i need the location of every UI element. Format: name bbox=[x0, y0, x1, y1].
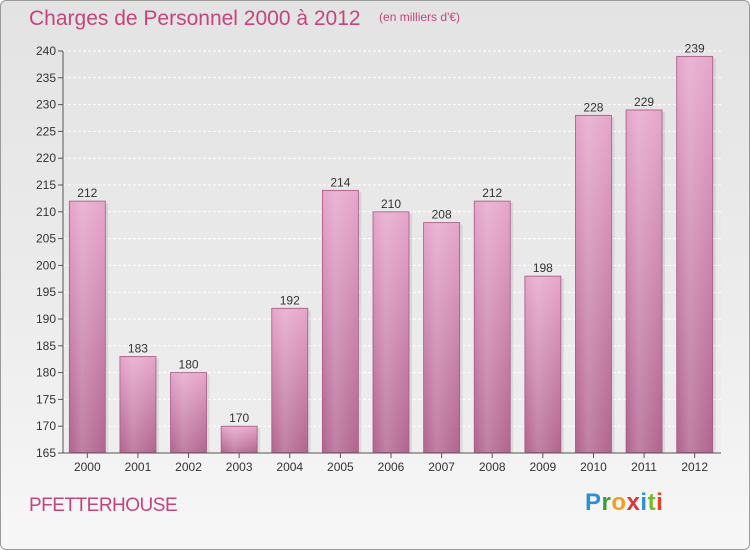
x-tick-label: 2011 bbox=[631, 460, 657, 474]
x-tick-label: 2001 bbox=[125, 460, 152, 474]
x-tick-label: 2004 bbox=[276, 460, 303, 474]
y-tick-label: 235 bbox=[36, 71, 56, 85]
y-tick-label: 170 bbox=[36, 419, 56, 433]
chart-title: Charges de Personnel 2000 à 2012 bbox=[29, 7, 361, 30]
y-axis: 165 170 175 180 185 190 195 200 205 210 215 220 225 2… bbox=[36, 44, 64, 460]
y-tick-label: 195 bbox=[36, 285, 56, 299]
logo-letter: x bbox=[626, 489, 641, 516]
y-tick-label: 220 bbox=[36, 151, 56, 165]
logo-letter: P bbox=[585, 489, 602, 516]
bar-value-label: 208 bbox=[432, 208, 452, 222]
bar-highlight bbox=[677, 57, 712, 453]
bars: 212 183 180 170 192 214 210 208 212 198 228 229 239 bbox=[68, 41, 716, 454]
bar-highlight bbox=[525, 277, 560, 452]
x-tick-label: 2007 bbox=[428, 460, 455, 474]
x-tick-label: 2009 bbox=[529, 460, 556, 474]
logo-letter: i bbox=[640, 489, 648, 516]
y-tick-label: 180 bbox=[36, 366, 56, 380]
chart-subtitle: (en milliers d'€) bbox=[379, 10, 461, 24]
logo-letter: o bbox=[611, 489, 627, 516]
logo-letter: r bbox=[601, 489, 612, 516]
bar-highlight bbox=[120, 357, 155, 452]
y-tick-label: 215 bbox=[36, 178, 56, 192]
x-tick-label: 2002 bbox=[175, 460, 202, 474]
bar-value-label: 229 bbox=[634, 95, 654, 109]
bar-highlight bbox=[576, 116, 611, 452]
y-tick-label: 240 bbox=[36, 44, 56, 58]
bar-highlight bbox=[272, 309, 307, 452]
y-tick-label: 230 bbox=[36, 98, 56, 112]
bar-value-label: 170 bbox=[229, 411, 249, 425]
bar-highlight bbox=[70, 202, 105, 452]
bar-value-label: 210 bbox=[381, 197, 401, 211]
x-tick-label: 2005 bbox=[327, 460, 354, 474]
bar-value-label: 212 bbox=[77, 186, 97, 200]
bar-value-label: 192 bbox=[280, 293, 300, 307]
y-tick-label: 205 bbox=[36, 232, 56, 246]
bar-value-label: 212 bbox=[482, 186, 502, 200]
bar-highlight bbox=[374, 212, 408, 452]
y-tick-label: 200 bbox=[36, 258, 56, 272]
y-tick-label: 165 bbox=[36, 446, 56, 460]
bar-highlight bbox=[323, 191, 358, 453]
y-tick-label: 175 bbox=[36, 392, 56, 406]
bar-highlight bbox=[222, 427, 257, 452]
y-tick-label: 225 bbox=[36, 124, 56, 138]
x-axis: 2000 2001 2002 2003 2004 2005 2006 2007 2008 2009… bbox=[63, 452, 721, 474]
proxiti-logo: Proxiti bbox=[585, 489, 663, 517]
title-row: Charges de Personnel 2000 à 2012 (en mil… bbox=[29, 7, 460, 31]
logo-letter: t bbox=[647, 489, 657, 516]
x-tick-label: 2008 bbox=[479, 460, 506, 474]
logo-letter: i bbox=[656, 489, 664, 516]
y-tick-label: 185 bbox=[36, 339, 56, 353]
bar-value-label: 180 bbox=[179, 358, 199, 372]
x-tick-label: 2000 bbox=[74, 460, 101, 474]
x-tick-label: 2003 bbox=[226, 460, 253, 474]
bar-highlight bbox=[171, 373, 206, 452]
bar-highlight bbox=[424, 223, 459, 452]
bar-highlight bbox=[627, 110, 662, 453]
bar-highlight bbox=[475, 202, 510, 452]
bar-value-label: 183 bbox=[128, 342, 148, 356]
bar-value-label: 214 bbox=[330, 175, 350, 189]
bar-value-label: 239 bbox=[685, 41, 705, 55]
x-tick-label: 2012 bbox=[681, 460, 708, 474]
bar-value-label: 198 bbox=[533, 261, 553, 275]
x-tick-label: 2010 bbox=[580, 460, 607, 474]
y-tick-label: 210 bbox=[36, 205, 56, 219]
bar-value-label: 228 bbox=[583, 100, 603, 114]
commune-name: PFETTERHOUSE bbox=[29, 495, 178, 516]
x-tick-label: 2006 bbox=[378, 460, 405, 474]
y-tick-label: 190 bbox=[36, 312, 56, 326]
